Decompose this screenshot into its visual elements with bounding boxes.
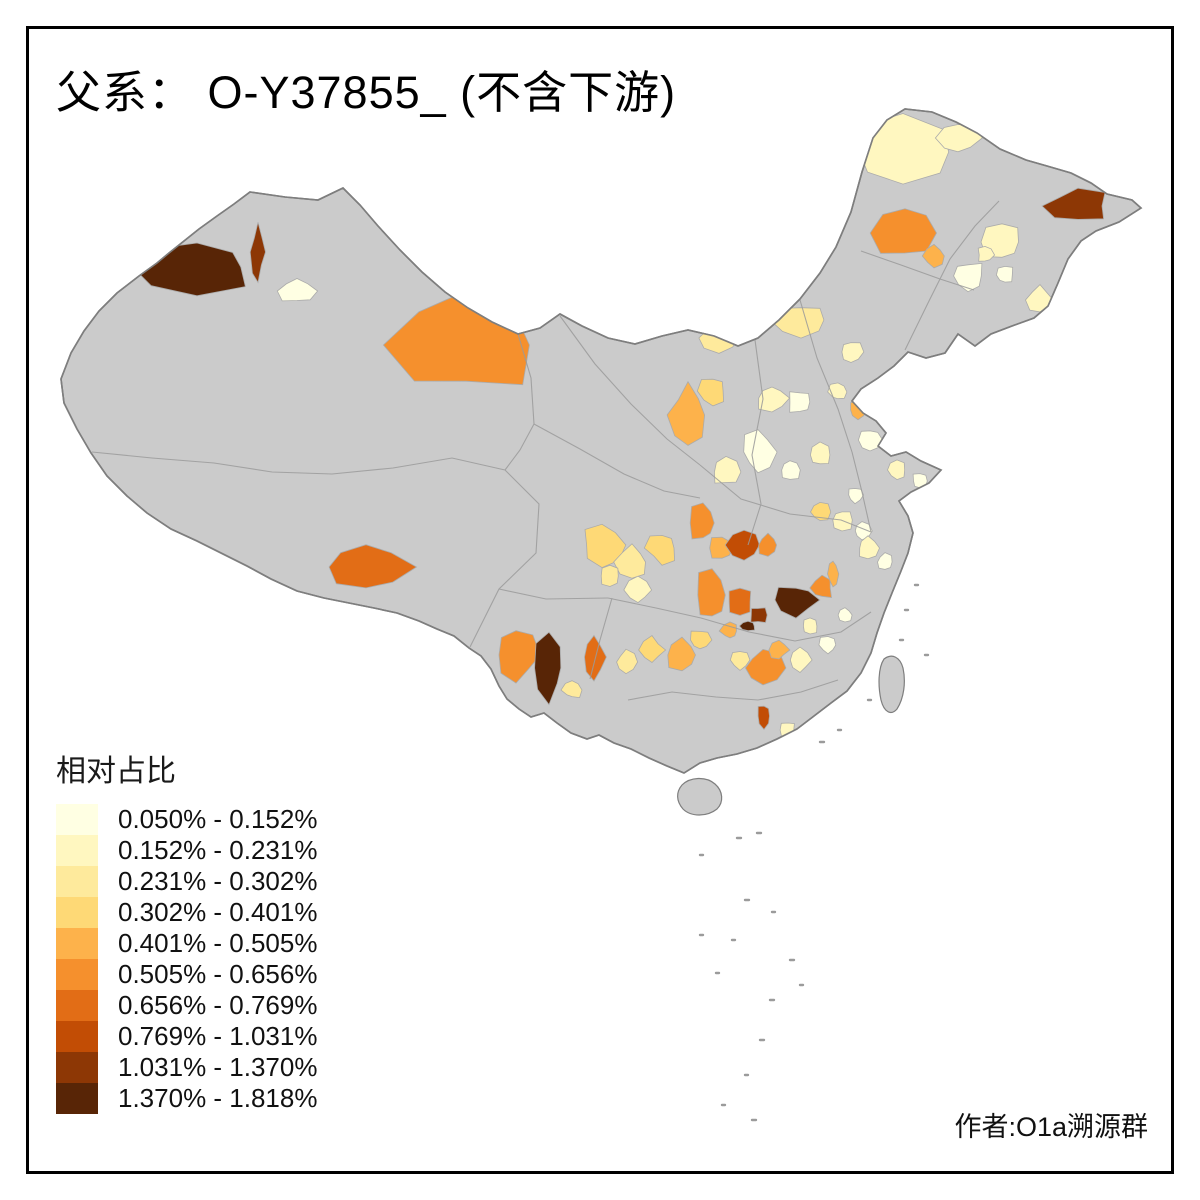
page-title: 父系： O-Y37855_ (不含下游) [56, 67, 677, 118]
map-region [977, 245, 996, 262]
map-region [995, 265, 1014, 283]
map-region [715, 252, 797, 301]
legend-entry: 0.152% - 0.231% [56, 835, 317, 866]
map-region [1041, 187, 1106, 220]
legend-label: 0.302% - 0.401% [118, 897, 318, 927]
legend-swatch [56, 897, 98, 928]
sea-islands [698, 583, 930, 1122]
legend-swatch [56, 835, 98, 866]
map-region [743, 429, 778, 474]
mainland-outline [60, 108, 1143, 774]
map-region [802, 617, 818, 635]
legend-entry: 0.050% - 0.152% [56, 804, 317, 835]
map-region [758, 532, 778, 557]
map-region [623, 575, 653, 604]
legend-swatch [56, 1052, 98, 1083]
legend-label: 1.370% - 1.818% [118, 1083, 318, 1113]
map-region [953, 262, 983, 293]
legend-swatch [56, 1083, 98, 1114]
legend-entry: 1.031% - 1.370% [56, 1052, 317, 1083]
map-region [738, 620, 756, 632]
map-region [877, 552, 893, 570]
map-region [560, 680, 583, 699]
map-region [750, 607, 768, 623]
map-region [613, 543, 646, 579]
map-region [810, 501, 832, 521]
legend-swatch [56, 866, 98, 897]
map-region [697, 568, 726, 617]
taiwan-island [878, 655, 905, 713]
map-region [869, 208, 937, 254]
legend-entry: 0.505% - 0.656% [56, 959, 317, 990]
legend-label: 0.505% - 0.656% [118, 959, 318, 989]
map-region [689, 502, 715, 540]
map-region [498, 630, 541, 684]
map-region [690, 630, 713, 650]
map-region [768, 639, 791, 660]
map-region [696, 378, 725, 407]
legend-entries: 0.050% - 0.152% 0.152% - 0.231% 0.231% - 0… [56, 804, 317, 1114]
map-region [809, 441, 831, 465]
legend-label: 0.769% - 1.031% [118, 1021, 318, 1051]
legend-entry: 0.231% - 0.302% [56, 866, 317, 897]
map-region [921, 243, 945, 269]
legend-label: 0.231% - 0.302% [118, 866, 318, 896]
legend-title: 相对占比 [56, 755, 176, 788]
legend-swatch [56, 804, 98, 835]
map-region [718, 621, 737, 639]
map-region [789, 391, 811, 413]
map-region [774, 586, 821, 619]
map-region [857, 430, 884, 452]
map-region [757, 705, 770, 731]
map-region [249, 222, 266, 284]
map-region [276, 278, 319, 302]
legend-label: 0.050% - 0.152% [118, 804, 318, 834]
map-region [818, 636, 837, 655]
legend-label: 0.656% - 0.769% [118, 990, 318, 1020]
map-region [841, 342, 865, 363]
landmass [60, 108, 1143, 816]
map-region [600, 564, 619, 587]
legend-swatch [56, 1021, 98, 1052]
hainan-island [677, 777, 723, 816]
choropleth-regions [131, 113, 1106, 738]
map-region [328, 544, 418, 589]
map-region [827, 560, 840, 588]
map-region [887, 459, 906, 481]
attribution-text: 作者:O1a溯源群 [954, 1112, 1148, 1142]
map-region [713, 455, 742, 484]
map-region [667, 636, 696, 672]
legend-swatch [56, 990, 98, 1021]
legend-label: 1.031% - 1.370% [118, 1052, 318, 1082]
map-region [638, 635, 667, 664]
legend-entry: 1.370% - 1.818% [56, 1083, 317, 1114]
legend-swatch [56, 959, 98, 990]
map-region [809, 574, 832, 598]
legend-entry: 0.302% - 0.401% [56, 897, 317, 928]
map-region [859, 535, 880, 560]
legend-label: 0.152% - 0.231% [118, 835, 318, 865]
map-region [616, 648, 639, 675]
map-region [584, 523, 627, 569]
province-borders [91, 200, 1000, 701]
legend-entry: 0.769% - 1.031% [56, 1021, 317, 1052]
legend: 相对占比 0.050% - 0.152% 0.152% - 0.231% 0.231… [56, 746, 317, 1114]
map-region [666, 380, 706, 446]
map-region [729, 651, 751, 671]
legend-swatch [56, 928, 98, 959]
map-region [837, 607, 853, 623]
map-region [832, 511, 853, 532]
map-region [643, 534, 676, 566]
map-region [728, 587, 752, 616]
map-region [848, 488, 865, 505]
map-region [781, 460, 801, 480]
map-region [758, 386, 791, 413]
legend-entry: 0.401% - 0.505% [56, 928, 317, 959]
mainland-shape [60, 108, 1143, 774]
legend-entry: 0.656% - 0.769% [56, 990, 317, 1021]
map-region [789, 646, 813, 674]
map-region [534, 631, 562, 706]
legend-label: 0.401% - 0.505% [118, 928, 318, 958]
